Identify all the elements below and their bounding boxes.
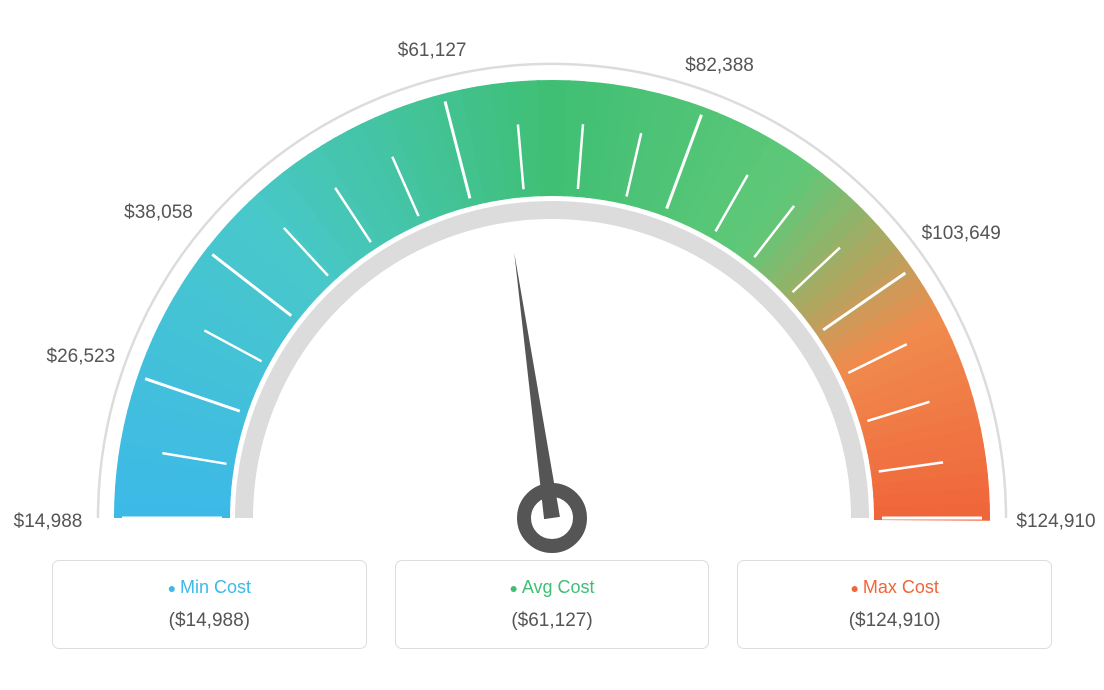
- gauge-tick-label: $38,058: [124, 202, 193, 224]
- gauge-tick-label: $26,523: [47, 346, 116, 368]
- legend-avg-value: ($61,127): [406, 610, 699, 632]
- legend-max-value: ($124,910): [748, 610, 1041, 632]
- legend-row: Min Cost ($14,988) Avg Cost ($61,127) Ma…: [0, 560, 1104, 649]
- legend-avg-title: Avg Cost: [406, 577, 699, 598]
- legend-min-value: ($14,988): [63, 610, 356, 632]
- gauge-tick-label: $14,988: [14, 511, 83, 533]
- gauge-tick-label: $61,127: [398, 40, 467, 62]
- legend-min-title: Min Cost: [63, 577, 356, 598]
- legend-card-max: Max Cost ($124,910): [737, 560, 1052, 649]
- gauge-tick-label: $124,910: [1016, 511, 1095, 533]
- legend-card-min: Min Cost ($14,988): [52, 560, 367, 649]
- legend-max-title: Max Cost: [748, 577, 1041, 598]
- gauge-chart: $14,988 $26,523 $38,058 $61,127 $82,388 $103,…: [0, 0, 1104, 560]
- gauge-tick-label: $103,649: [922, 223, 1001, 245]
- gauge-tick-label: $82,388: [685, 55, 754, 77]
- legend-card-avg: Avg Cost ($61,127): [395, 560, 710, 649]
- gauge-svg: [0, 0, 1104, 560]
